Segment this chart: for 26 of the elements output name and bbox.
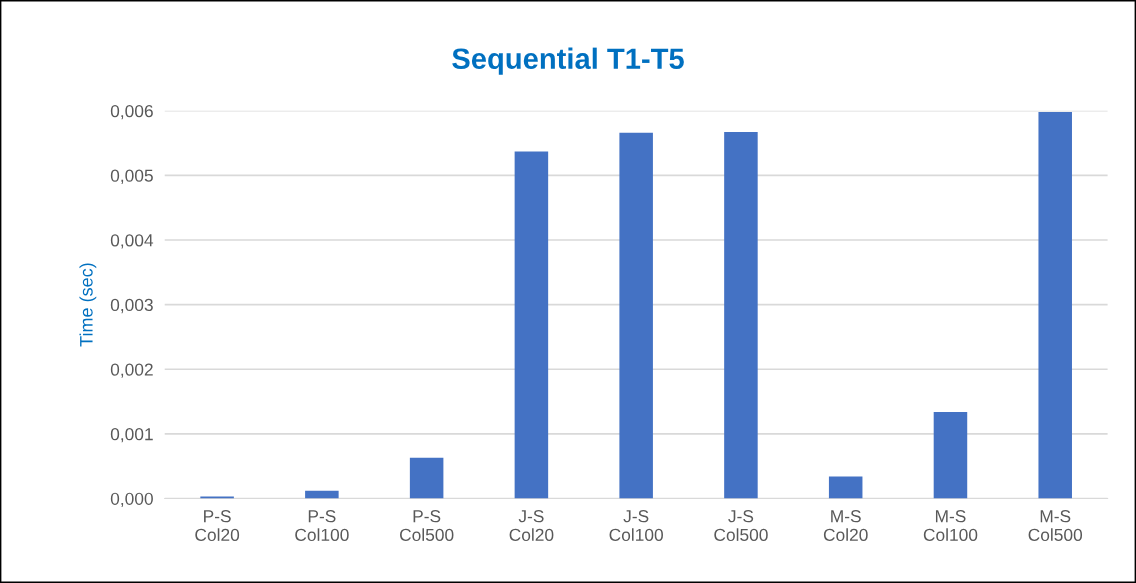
x-tick-label: J-S Col500 [714, 510, 768, 542]
x-tick-label: M-S Col100 [923, 510, 978, 542]
bar [514, 151, 549, 499]
y-axis-title: Time (sec) [79, 263, 97, 347]
y-tick-label: 0,006 [110, 104, 153, 120]
bar [1038, 112, 1072, 499]
y-tick-label: 0,000 [110, 492, 153, 507]
y-tick-label: 0,005 [110, 169, 153, 184]
y-tick-label: 0,002 [110, 363, 153, 378]
bar [305, 490, 339, 499]
y-tick-label: 0,001 [110, 428, 153, 443]
bar [409, 457, 444, 499]
chart-title: Sequential T1-T5 [452, 47, 684, 75]
x-tick-label: M-S Col20 [823, 510, 868, 542]
x-tick-label: J-S Col100 [609, 510, 663, 542]
x-tick-label: P-S Col100 [295, 510, 349, 542]
x-tick-label: M-S Col500 [1028, 510, 1083, 542]
x-tick-label: P-S Col20 [195, 510, 240, 542]
bar [619, 132, 653, 499]
x-tick-label: J-S Col20 [509, 510, 554, 542]
y-tick-label: 0,004 [110, 234, 154, 249]
bar [828, 476, 863, 499]
y-tick-label: 0,003 [110, 298, 153, 314]
bar [724, 132, 758, 499]
x-tick-label: P-S Col500 [400, 510, 454, 542]
bar [933, 411, 968, 499]
